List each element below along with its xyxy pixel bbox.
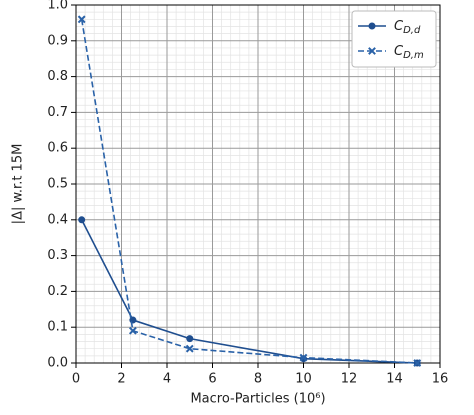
x-axis-label: Macro-Particles (10⁶) [190,392,325,407]
x-tick-label: 16 [432,372,449,387]
x-tick-label: 0 [72,372,80,387]
point [186,335,194,343]
y-tick-label: 0.8 [47,69,68,84]
legend-label: CD,m [394,44,424,62]
legend-marker [368,22,376,30]
y-tick-label: 0.7 [47,105,68,120]
legend-marker [368,22,376,30]
x-tick-label: 14 [386,372,403,387]
series-line [80,19,418,364]
y-tick-label: 0.6 [47,141,68,156]
y-tick-label: 0.0 [47,356,68,371]
x-tick-label: 8 [254,372,262,387]
point [299,353,308,362]
y-tick-label: 0.2 [47,284,68,299]
point [77,15,86,24]
x-tick-label: 2 [117,372,125,387]
legend-marker [368,47,376,55]
point [413,359,422,367]
x-tick-label: 12 [341,372,358,387]
x-tick-label: 4 [163,372,171,387]
y-tick-label: 0.5 [47,177,68,192]
point [78,216,86,224]
y-tick-label: 1.0 [47,0,68,13]
y-tick-label: 0.1 [47,320,68,335]
legend-label: CD,d [394,19,421,37]
point [128,326,137,335]
y-tick-label: 0.9 [47,33,68,48]
legend-marker [368,47,376,55]
plot-frame [75,4,441,364]
y-tick-label: 0.3 [47,248,68,263]
x-tick-label: 10 [295,372,312,387]
y-axis-label: |Δ| w.r.t 15M [11,144,26,225]
point [185,344,194,353]
x-tick-label: 6 [208,372,216,387]
y-tick-label: 0.4 [47,212,68,227]
